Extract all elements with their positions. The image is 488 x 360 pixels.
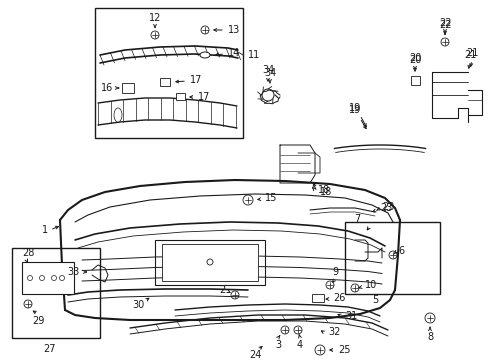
Text: 1: 1 <box>42 225 48 235</box>
Text: 21: 21 <box>465 48 477 58</box>
Text: 24: 24 <box>248 350 261 360</box>
Text: 4: 4 <box>296 340 303 350</box>
Text: 10: 10 <box>364 280 376 290</box>
Text: 9: 9 <box>331 267 337 277</box>
Text: 34: 34 <box>262 65 274 75</box>
Bar <box>175 93 184 99</box>
Text: 29: 29 <box>32 316 44 326</box>
Text: 15: 15 <box>264 193 277 203</box>
Text: 34: 34 <box>264 68 276 78</box>
Text: 12: 12 <box>148 13 161 23</box>
Bar <box>95 8 243 138</box>
Bar <box>160 78 170 86</box>
Text: 31: 31 <box>345 311 357 321</box>
Bar <box>12 248 100 338</box>
Ellipse shape <box>200 52 209 58</box>
Text: 23: 23 <box>379 203 391 213</box>
Bar <box>155 240 264 285</box>
Ellipse shape <box>114 108 122 122</box>
Text: 21: 21 <box>463 50 475 60</box>
Bar <box>162 244 258 281</box>
Text: 5: 5 <box>371 295 377 305</box>
Text: 14: 14 <box>227 48 240 58</box>
Text: 30: 30 <box>132 300 144 310</box>
Bar <box>409 76 419 85</box>
Text: 19: 19 <box>348 103 360 113</box>
Text: 20: 20 <box>408 55 420 65</box>
Text: 33: 33 <box>68 267 80 277</box>
Text: 8: 8 <box>426 332 432 342</box>
Text: 19: 19 <box>348 105 360 115</box>
Text: 11: 11 <box>247 50 260 60</box>
Text: 2: 2 <box>218 285 224 295</box>
Bar <box>345 222 439 294</box>
Text: 22: 22 <box>438 20 450 30</box>
Text: 16: 16 <box>101 83 113 93</box>
Bar <box>22 262 74 294</box>
Text: 6: 6 <box>397 246 403 256</box>
Text: 17: 17 <box>190 75 202 85</box>
Text: 27: 27 <box>43 344 56 354</box>
Text: 3: 3 <box>274 340 281 350</box>
Text: 25: 25 <box>337 345 350 355</box>
Text: 20: 20 <box>408 53 420 63</box>
Bar <box>311 294 324 302</box>
Text: 18: 18 <box>317 185 329 195</box>
Text: 7: 7 <box>353 214 359 224</box>
Text: 18: 18 <box>319 187 331 197</box>
Text: 32: 32 <box>327 327 340 337</box>
Text: 22: 22 <box>438 18 450 28</box>
Text: 23: 23 <box>381 202 393 212</box>
Text: 13: 13 <box>227 25 240 35</box>
Text: 26: 26 <box>332 293 345 303</box>
Text: 17: 17 <box>198 92 210 102</box>
Text: 28: 28 <box>22 248 34 258</box>
Bar <box>122 83 134 93</box>
